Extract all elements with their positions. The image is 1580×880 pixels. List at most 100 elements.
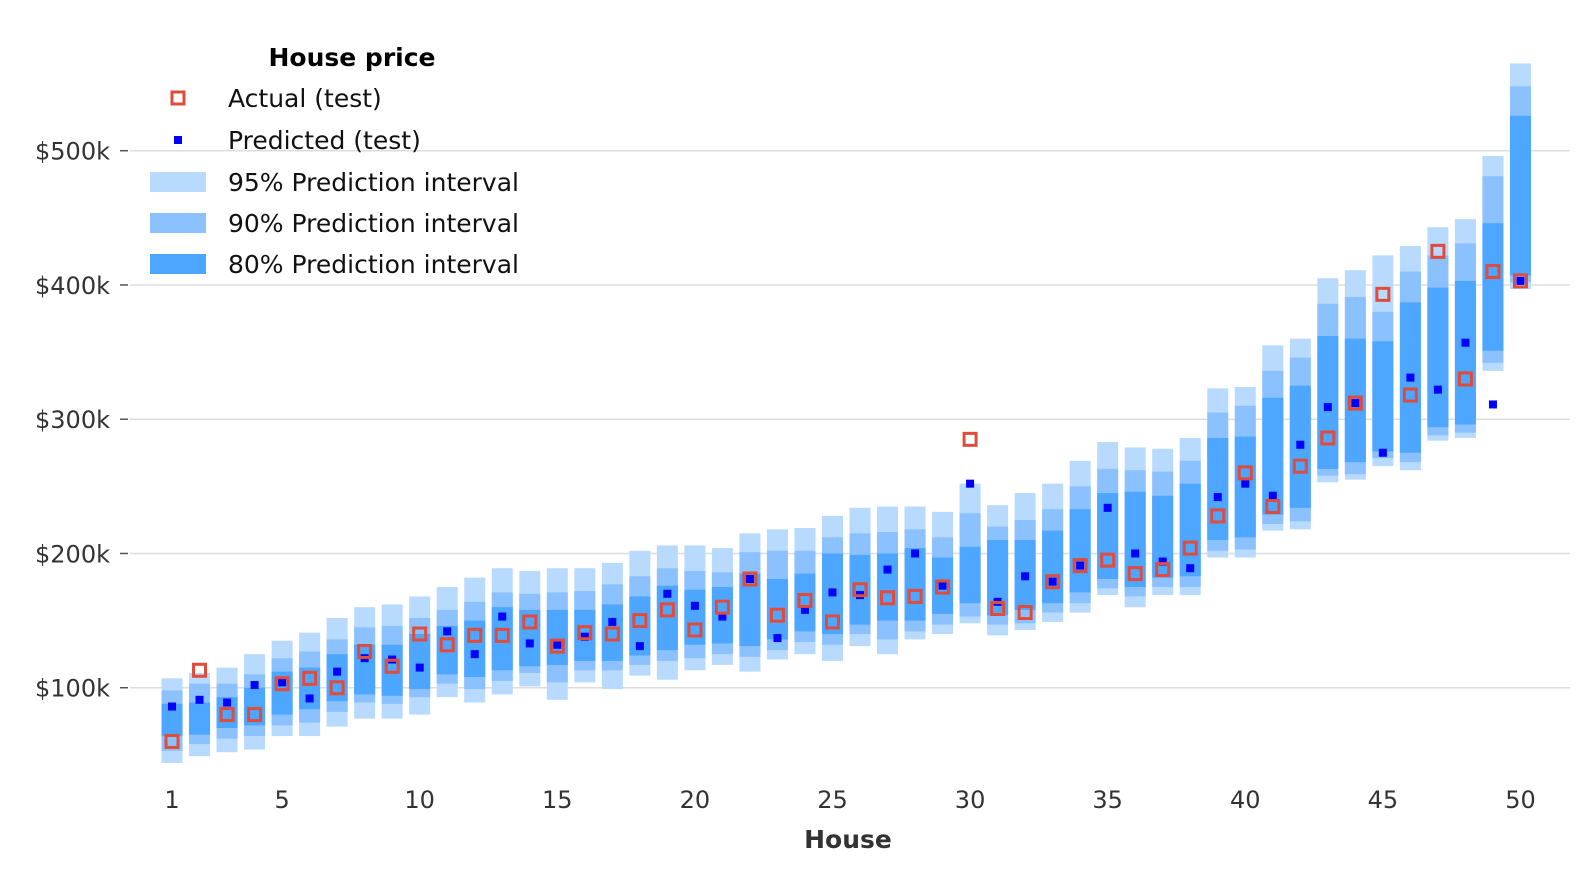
pi80-bar-39 (1207, 438, 1229, 541)
predicted-point-10 (415, 663, 424, 672)
pi80-bar-41 (1262, 397, 1284, 515)
predicted-point-6 (305, 694, 314, 703)
actual-point-21 (714, 599, 730, 615)
y-tick-label-1: $200k (35, 540, 110, 568)
x-tick-label-0: 1 (164, 786, 179, 814)
actual-point-7 (329, 680, 345, 696)
predicted-point-37 (1158, 557, 1167, 566)
actual-point-24 (797, 592, 813, 608)
x-tick-label-2: 10 (404, 786, 435, 814)
legend-entry-predicted: Predicted (test) (174, 126, 421, 155)
pi80-bar-9 (381, 644, 403, 696)
actual-point-28 (907, 588, 923, 604)
actual-point-42 (1292, 458, 1308, 474)
predicted-point-42 (1296, 440, 1305, 449)
y-tick-label-0: $100k (35, 675, 110, 703)
legend-entry-pi95: 95% Prediction interval (150, 168, 519, 197)
pi80-bar-37 (1152, 495, 1174, 578)
actual-point-30 (962, 431, 978, 447)
actual-point-5 (274, 676, 290, 692)
actual-point-15 (549, 638, 565, 654)
y-tick-label-2: $300k (35, 406, 110, 434)
legend-swatch-pi95 (150, 172, 206, 192)
pi80-bar-10 (409, 634, 431, 690)
y-tick-label-4: $500k (35, 138, 110, 166)
x-tick-label-4: 20 (680, 786, 711, 814)
legend: House price Actual (test) Predicted (test… (150, 43, 519, 279)
pi80-bar-30 (959, 546, 981, 604)
pi80-bar-48 (1454, 280, 1476, 425)
actual-point-29 (935, 579, 951, 595)
actual-point-20 (687, 622, 703, 638)
actual-point-46 (1402, 387, 1418, 403)
legend-entry-pi80: 80% Prediction interval (150, 250, 519, 279)
actual-point-13 (494, 627, 510, 643)
actual-point-8 (357, 643, 373, 659)
pi80-bar-19 (656, 585, 678, 651)
actual-point-16 (577, 625, 593, 641)
pi80-bar-36 (1124, 491, 1146, 588)
actual-point-27 (880, 590, 896, 606)
x-tick-label-1: 5 (274, 786, 289, 814)
legend-swatch-actual (170, 90, 186, 106)
predicted-point-36 (1131, 549, 1140, 558)
predicted-point-19 (663, 589, 672, 598)
predicted-point-27 (883, 565, 892, 574)
pi80-bar-45 (1372, 341, 1394, 452)
actual-point-38 (1182, 540, 1198, 556)
predicted-point-48 (1461, 338, 1470, 347)
predicted-point-28 (911, 549, 920, 558)
predicted-point-47 (1433, 385, 1442, 394)
legend-entry-pi90: 90% Prediction interval (150, 209, 519, 238)
actual-point-33 (1045, 574, 1061, 590)
pi80-bar-27 (877, 553, 899, 621)
pi80-bar-24 (794, 573, 816, 632)
actual-point-23 (769, 607, 785, 623)
actual-point-36 (1127, 566, 1143, 582)
actual-point-2 (192, 662, 208, 678)
predicted-point-23 (773, 634, 782, 643)
predicted-point-4 (250, 681, 259, 690)
predicted-point-5 (278, 678, 287, 687)
actual-point-39 (1210, 508, 1226, 524)
predicted-point-45 (1378, 448, 1387, 457)
predicted-point-7 (333, 667, 342, 676)
predicted-point-49 (1488, 400, 1497, 409)
actual-point-40 (1237, 465, 1253, 481)
predicted-point-50 (1516, 276, 1525, 285)
predicted-point-3 (223, 698, 232, 707)
pi80-bar-15 (546, 609, 568, 665)
actual-point-41 (1265, 498, 1281, 514)
predicted-point-43 (1323, 403, 1332, 412)
actual-point-49 (1485, 264, 1501, 280)
y-axis: $100k $200k $300k $400k $500k (35, 138, 128, 703)
actual-point-26 (852, 582, 868, 598)
legend-swatch-predicted (174, 136, 182, 144)
actual-point-4 (247, 707, 263, 723)
predicted-point-39 (1213, 493, 1222, 502)
actual-point-1 (164, 733, 180, 749)
actual-point-10 (412, 626, 428, 642)
actual-point-48 (1457, 371, 1473, 387)
legend-entry-actual: Actual (test) (170, 84, 382, 113)
x-tick-label-6: 30 (955, 786, 986, 814)
legend-swatch-pi80 (150, 254, 206, 274)
predicted-point-25 (828, 588, 837, 597)
actual-point-12 (467, 627, 483, 643)
actual-point-43 (1320, 430, 1336, 446)
x-tick-label-8: 40 (1230, 786, 1261, 814)
legend-label-pi95: 95% Prediction interval (228, 168, 519, 197)
actual-point-31 (990, 601, 1006, 617)
legend-swatch-pi90 (150, 213, 206, 233)
x-tick-label-3: 15 (542, 786, 573, 814)
actual-point-25 (824, 614, 840, 630)
pi80-bar-26 (849, 554, 871, 625)
pi80-bar-17 (601, 604, 623, 661)
pi80-bar-1 (161, 703, 183, 737)
predicted-point-12 (470, 650, 479, 659)
actual-point-17 (604, 626, 620, 642)
predicted-point-21 (718, 612, 727, 621)
actual-point-37 (1155, 562, 1171, 578)
predicted-point-30 (966, 479, 975, 488)
predicted-point-16 (580, 632, 589, 641)
